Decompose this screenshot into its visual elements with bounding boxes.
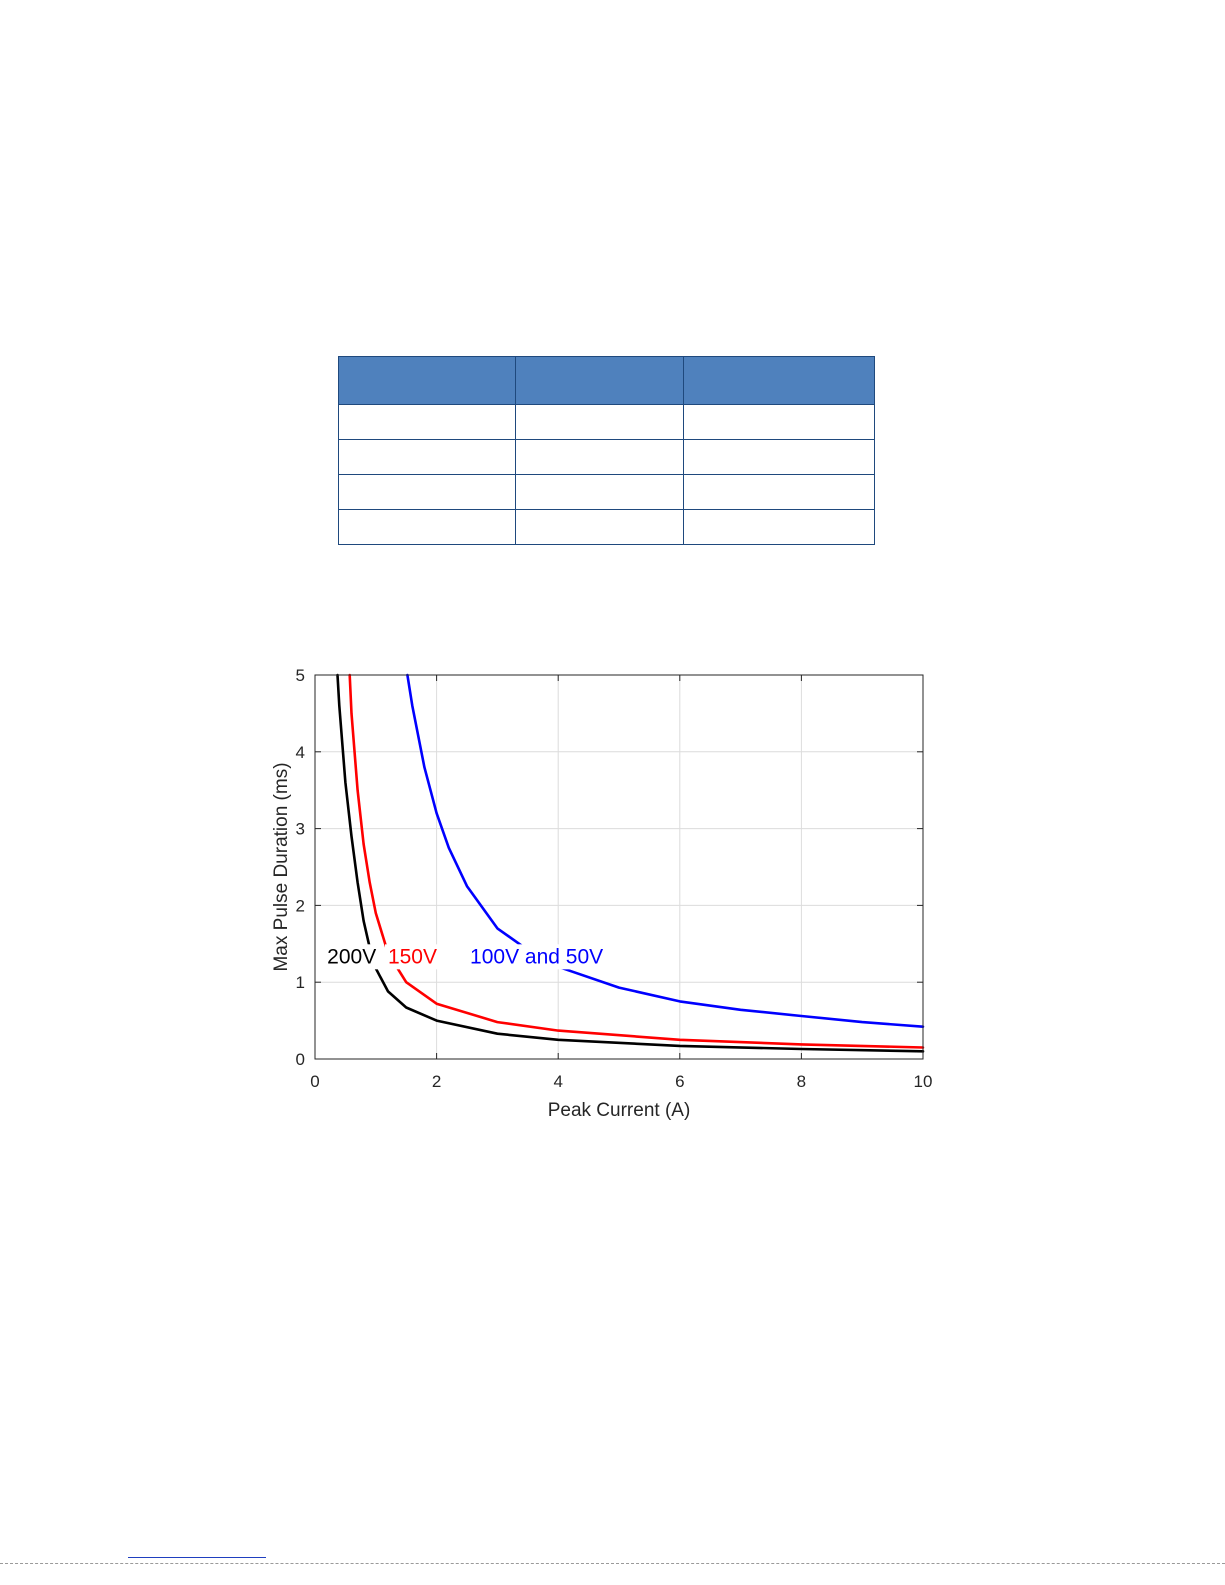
- table-header-cell: [683, 356, 875, 405]
- table-cell: [338, 474, 516, 510]
- series-annotation: 150V: [388, 945, 437, 968]
- table-cell: [683, 404, 875, 440]
- table-cell: [338, 439, 516, 475]
- table-header-cell: [515, 356, 684, 405]
- table-cell: [515, 474, 684, 510]
- plot-frame: [314, 674, 924, 1060]
- table-header-row: [338, 356, 875, 405]
- table-cell: [515, 404, 684, 440]
- series-line: [336, 673, 925, 1053]
- footnote-separator: [128, 1557, 266, 1558]
- x-tick-label: 10: [914, 1072, 933, 1091]
- y-tick-label: 2: [296, 896, 305, 915]
- x-tick-label: 6: [675, 1072, 684, 1091]
- table-cell: [683, 474, 875, 510]
- table-row: [338, 439, 875, 475]
- data-table: [338, 356, 875, 545]
- y-tick-label: 5: [296, 666, 305, 685]
- y-tick-label: 4: [296, 743, 305, 762]
- table-cell: [338, 509, 516, 545]
- table-header-cell: [338, 356, 516, 405]
- table-cell: [683, 439, 875, 475]
- annotation-background: [384, 944, 441, 970]
- pulse-duration-chart: 200V 150V 100V and 50V 0 2 4 6 8 10 0 1 2 3 4 5 Peak Cu…: [271, 666, 933, 1121]
- x-tick-label: 2: [432, 1072, 441, 1091]
- x-tick-label: 8: [797, 1072, 806, 1091]
- annotation-background: [467, 944, 607, 970]
- table-cell: [515, 439, 684, 475]
- annotation-background: [324, 944, 380, 970]
- table-cell: [683, 509, 875, 545]
- series-annotation: 200V: [327, 945, 376, 968]
- table-cell: [515, 509, 684, 545]
- y-tick-label: 1: [296, 973, 305, 992]
- table-row: [338, 509, 875, 545]
- x-axis-label: Peak Current (A): [548, 1100, 691, 1121]
- page-break-line: [0, 1563, 1225, 1564]
- series-annotation: 100V and 50V: [470, 945, 603, 968]
- table-cell: [338, 404, 516, 440]
- x-tick-label: 4: [553, 1072, 562, 1091]
- table-row: [338, 404, 875, 440]
- y-tick-label: 3: [296, 820, 305, 839]
- table-row: [338, 474, 875, 510]
- x-tick-label: 0: [310, 1072, 319, 1091]
- plot-area: [315, 675, 923, 1059]
- y-tick-label: 0: [296, 1050, 305, 1069]
- y-axis-label: Max Pulse Duration (ms): [271, 762, 292, 971]
